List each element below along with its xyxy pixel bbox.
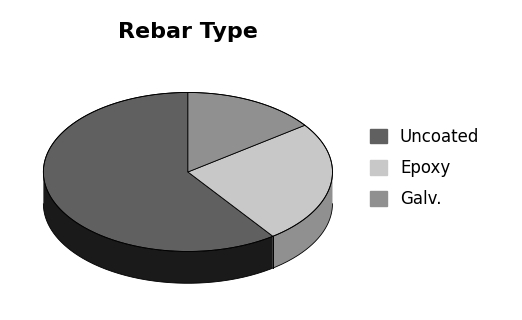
Polygon shape (43, 92, 273, 252)
Polygon shape (188, 92, 305, 172)
Polygon shape (188, 125, 333, 236)
Polygon shape (273, 172, 333, 268)
Polygon shape (43, 172, 273, 283)
Legend: Uncoated, Epoxy, Galv.: Uncoated, Epoxy, Galv. (363, 121, 486, 215)
Text: Rebar Type: Rebar Type (118, 22, 258, 42)
